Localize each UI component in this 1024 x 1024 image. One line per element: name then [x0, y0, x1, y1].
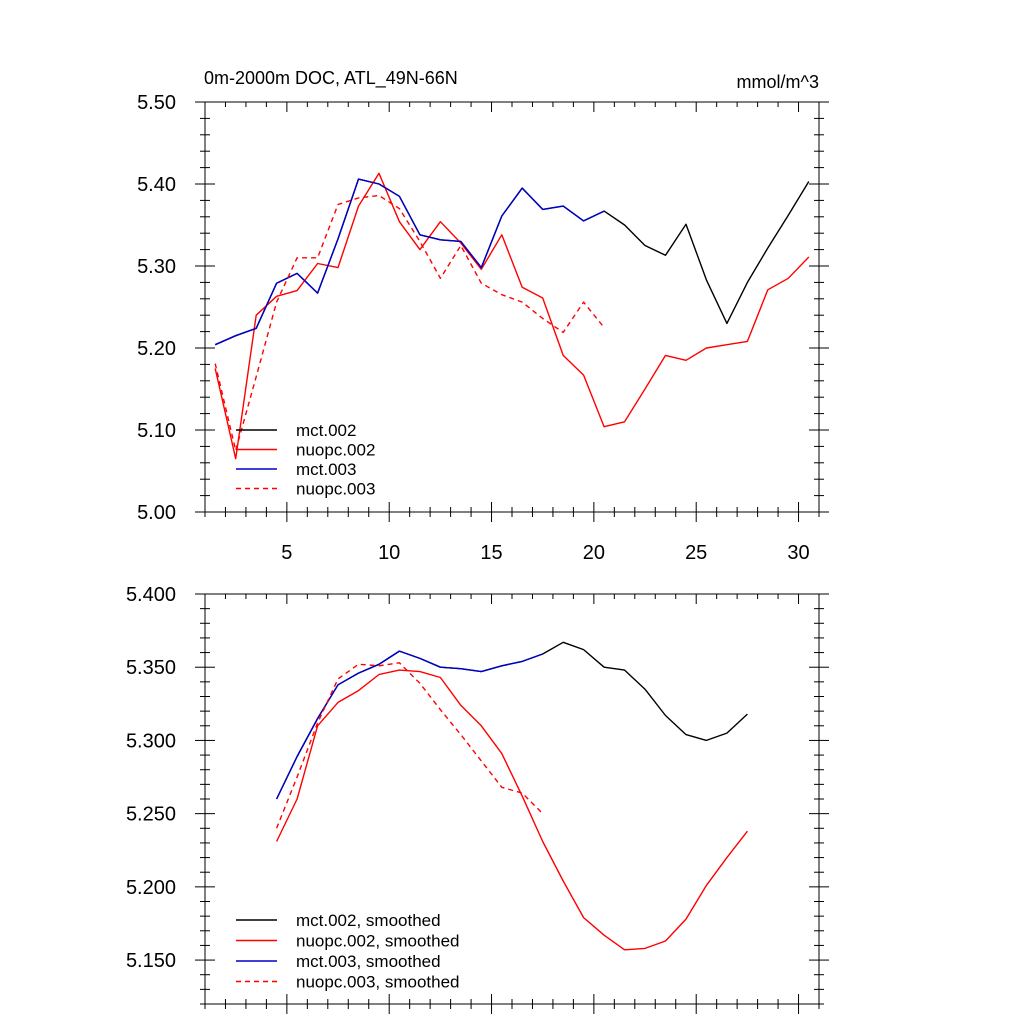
series-line-nuopc-002-smoothed [275, 669, 748, 951]
y-tick-label: 5.250 [126, 804, 176, 826]
bottom-axis-ticks: 5.150 5.200 5.250 5.300 5.350 5.400 [126, 584, 829, 1014]
legend-label-nuopc-002-smoothed: nuopc.002, smoothed [296, 932, 460, 951]
series-line-mct-003-smoothed [275, 650, 543, 800]
legend-label-mct-003: mct.003 [296, 460, 356, 479]
legend-label-mct-003-smoothed: mct.003, smoothed [296, 952, 441, 971]
top-chart-units: mmol/m^3 [737, 72, 819, 92]
legend-label-nuopc-003-smoothed: nuopc.003, smoothed [296, 973, 460, 992]
bottom-series-lines [275, 641, 748, 951]
y-tick-label: 5.200 [126, 877, 176, 899]
y-tick-label: 5.350 [126, 657, 176, 679]
y-tick-label: 5.40 [137, 174, 176, 196]
legend-label-mct-002: mct.002 [296, 421, 356, 440]
x-tick-label: 25 [685, 542, 707, 564]
legend-label-mct-002-smoothed: mct.002, smoothed [296, 911, 441, 930]
top-series-lines [214, 172, 810, 460]
top-axis-ticks: 5 10 15 20 25 30 5.00 5.10 5.20 5.30 5.40 5.50 [137, 92, 829, 564]
y-tick-label: 5.150 [126, 950, 176, 972]
x-tick-label: 5 [281, 542, 292, 564]
y-tick-label: 5.300 [126, 730, 176, 752]
series-line-mct-003 [214, 178, 605, 346]
top-chart-title: 0m-2000m DOC, ATL_49N-66N [204, 68, 458, 89]
y-tick-label: 5.30 [137, 256, 176, 278]
y-tick-label: 5.400 [126, 584, 176, 606]
y-tick-label: 5.10 [137, 420, 176, 442]
bottom-panel: 5.150 5.200 5.250 5.300 5.350 5.400 mct.002, … [126, 584, 829, 1014]
legend-label-nuopc-003: nuopc.003 [296, 480, 375, 499]
x-tick-label: 10 [378, 542, 400, 564]
x-tick-label: 30 [787, 542, 809, 564]
series-line-nuopc-003-smoothed [275, 662, 544, 829]
x-tick-label: 20 [583, 542, 605, 564]
y-tick-label: 5.00 [137, 502, 176, 524]
series-line-nuopc-002 [214, 172, 810, 460]
y-tick-label: 5.20 [137, 338, 176, 360]
top-panel: 0m-2000m DOC, ATL_49N-66N mmol/m^3 5 10 15… [137, 68, 829, 564]
legend-label-nuopc-002: nuopc.002 [296, 441, 375, 460]
series-line-nuopc-003 [214, 194, 605, 452]
bottom-legend: mct.002, smoothed nuopc.002, smoothedmct.… [236, 911, 460, 992]
x-tick-label: 15 [480, 542, 502, 564]
y-tick-label: 5.50 [137, 92, 176, 114]
